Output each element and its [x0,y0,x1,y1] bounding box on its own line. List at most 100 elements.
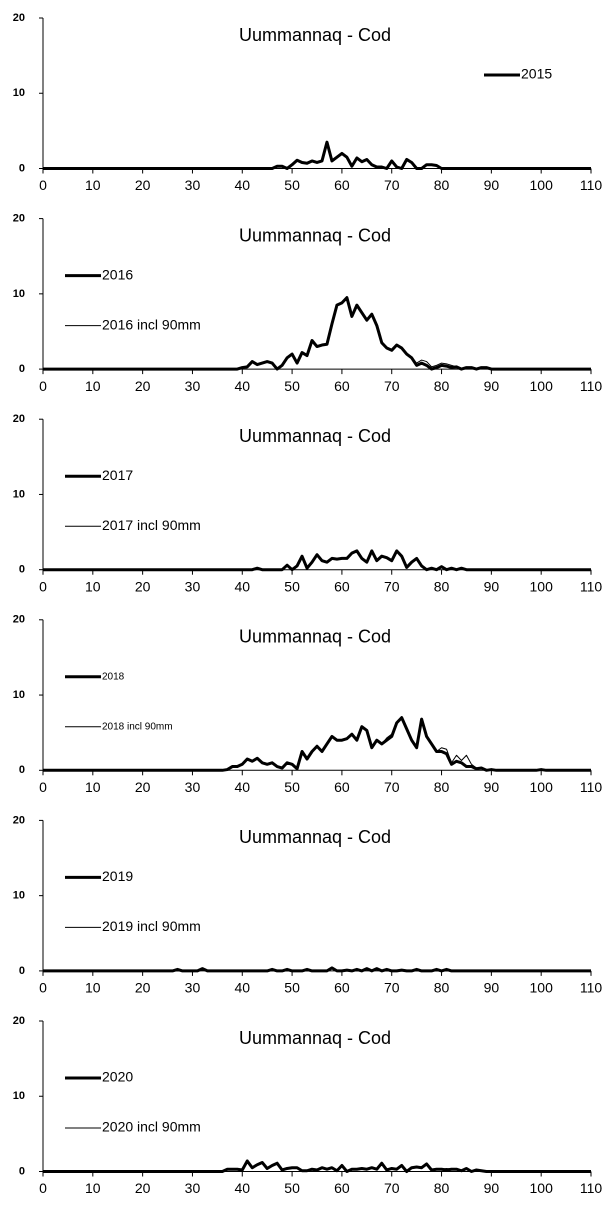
x-tick-label: 60 [334,1180,350,1196]
x-tick-label: 50 [284,177,300,193]
y-tick-label: 20 [13,413,25,425]
x-tick-label: 30 [185,1180,201,1196]
x-tick-label: 50 [284,578,300,594]
y-tick-label: 10 [13,890,25,902]
x-tick-label: 10 [85,1180,101,1196]
x-tick-label: 40 [234,378,250,394]
y-tick-label: 10 [13,87,25,99]
legend-label: 2019 [102,868,133,884]
x-tick-label: 60 [334,578,350,594]
x-tick-label: 70 [384,578,400,594]
x-tick-label: 110 [580,1180,603,1196]
x-tick-label: 90 [484,980,500,996]
y-tick-label: 10 [13,488,25,500]
x-tick-label: 10 [85,578,101,594]
x-tick-label: 50 [284,779,300,795]
x-tick-label: 60 [334,779,350,795]
y-tick-label: 20 [13,1015,25,1027]
data-line [43,1160,591,1172]
chart-title: Uummannaq - Cod [239,25,391,45]
x-tick-label: 40 [234,578,250,594]
x-tick-label: 110 [580,980,603,996]
y-tick-label: 0 [19,764,25,776]
x-tick-label: 30 [185,177,201,193]
x-tick-label: 0 [39,1180,47,1196]
x-tick-label: 100 [530,779,554,795]
x-tick-label: 0 [39,779,47,795]
y-tick-label: 0 [19,965,25,977]
x-tick-label: 0 [39,177,47,193]
x-tick-label: 30 [185,779,201,795]
chart-title: Uummannaq - Cod [239,627,391,647]
x-tick-label: 60 [334,177,350,193]
x-tick-label: 40 [234,779,250,795]
x-tick-label: 50 [284,1180,300,1196]
x-tick-label: 10 [85,980,101,996]
x-tick-label: 20 [135,578,151,594]
x-tick-label: 110 [580,578,603,594]
x-tick-label: 100 [530,378,554,394]
legend-label: 2016 incl 90mm [102,316,201,332]
x-tick-label: 100 [530,1180,554,1196]
x-tick-label: 10 [85,177,101,193]
y-tick-label: 20 [13,12,25,24]
x-tick-label: 10 [85,378,101,394]
x-tick-label: 80 [434,578,450,594]
x-tick-label: 100 [530,177,554,193]
x-tick-label: 110 [580,177,603,193]
x-tick-label: 0 [39,980,47,996]
x-tick-label: 40 [234,980,250,996]
x-tick-label: 20 [135,1180,151,1196]
x-tick-label: 80 [434,1180,450,1196]
x-tick-label: 50 [284,378,300,394]
x-tick-label: 30 [185,578,201,594]
x-tick-label: 90 [484,177,500,193]
x-tick-label: 30 [185,378,201,394]
y-tick-label: 0 [19,564,25,576]
legend-label: 2018 incl 90mm [102,721,173,732]
x-tick-label: 90 [484,779,500,795]
legend-label: 2017 incl 90mm [102,517,201,533]
x-tick-label: 40 [234,177,250,193]
legend-label: 2019 incl 90mm [102,918,201,934]
y-tick-label: 20 [13,814,25,826]
x-tick-label: 70 [384,177,400,193]
y-tick-label: 10 [13,1090,25,1102]
legend-label: 2016 [102,266,133,282]
data-line [43,967,591,972]
x-tick-label: 50 [284,980,300,996]
x-tick-label: 80 [434,177,450,193]
x-tick-label: 20 [135,980,151,996]
data-line [43,549,591,572]
x-tick-label: 110 [580,779,603,795]
x-tick-label: 40 [234,1180,250,1196]
x-tick-label: 70 [384,980,400,996]
x-tick-label: 10 [85,779,101,795]
x-tick-label: 110 [580,378,603,394]
x-tick-label: 60 [334,378,350,394]
x-tick-label: 90 [484,1180,500,1196]
legend-label: 2017 [102,467,133,483]
y-tick-label: 0 [19,162,25,174]
x-tick-label: 70 [384,378,400,394]
y-tick-label: 10 [13,689,25,701]
y-tick-label: 20 [13,614,25,626]
y-tick-label: 0 [19,363,25,375]
x-tick-label: 60 [334,980,350,996]
legend-label: 2020 [102,1069,133,1085]
y-tick-label: 10 [13,288,25,300]
x-tick-label: 70 [384,1180,400,1196]
chart-title: Uummannaq - Cod [239,426,391,446]
x-tick-label: 20 [135,779,151,795]
data-line [43,140,591,170]
legend-label: 2015 [521,66,552,82]
chart-title: Uummannaq - Cod [239,827,391,847]
data-line [43,550,591,571]
x-tick-label: 100 [530,980,554,996]
legend-label: 2020 incl 90mm [102,1119,201,1135]
x-tick-label: 80 [434,980,450,996]
x-tick-label: 80 [434,779,450,795]
x-tick-label: 90 [484,578,500,594]
x-tick-label: 30 [185,980,201,996]
